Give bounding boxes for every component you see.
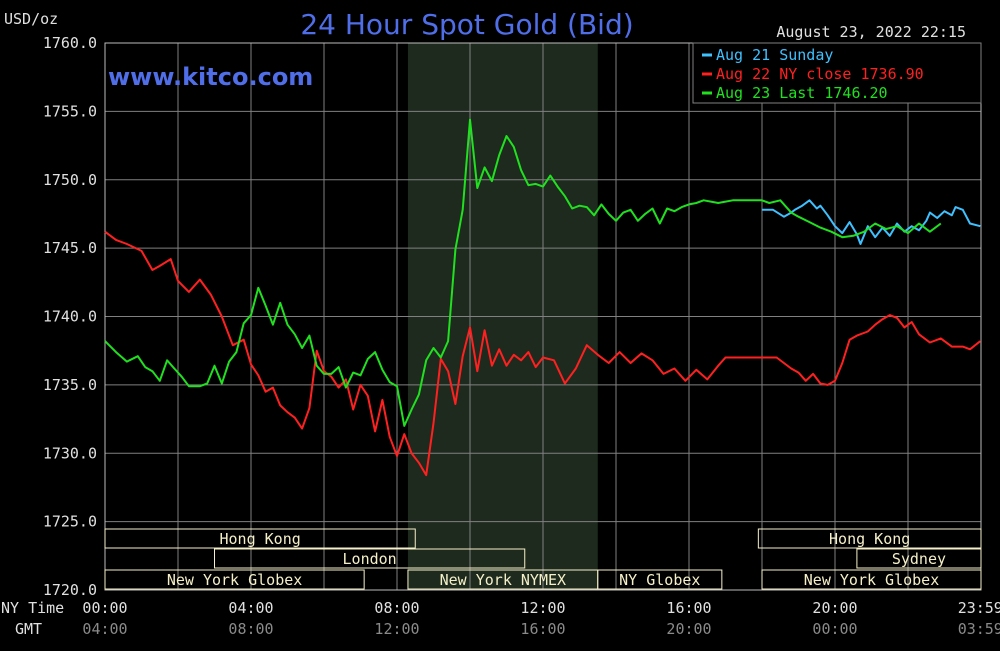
session-label: NY Globex xyxy=(619,571,700,589)
session-bar: New York Globex xyxy=(761,569,982,590)
chart-title: 24 Hour Spot Gold (Bid) xyxy=(300,8,633,41)
session-bar: Sydney xyxy=(856,548,982,569)
x-tick-ny: 23:59 xyxy=(958,599,1000,617)
session-box xyxy=(214,548,526,569)
y-tick-label: 1720.0 xyxy=(43,581,97,599)
y-tick-label: 1760.0 xyxy=(43,34,97,52)
session-box xyxy=(104,528,416,549)
x-tick-ny: 16:00 xyxy=(666,599,711,617)
legend-entry: Aug 23 Last 1746.20 xyxy=(716,84,888,102)
x-tick-gmt: 12:00 xyxy=(374,620,419,638)
session-bar: Hong Kong xyxy=(104,528,416,549)
legend-entry: Aug 21 Sunday xyxy=(716,46,833,64)
x-tick-gmt: 16:00 xyxy=(520,620,565,638)
y-tick-label: 1750.0 xyxy=(43,171,97,189)
plot-border xyxy=(104,42,982,591)
x-tick-gmt: 20:00 xyxy=(666,620,711,638)
y-tick-label: 1755.0 xyxy=(43,102,97,120)
x-tick-ny: 00:00 xyxy=(82,599,127,617)
session-bar: London xyxy=(214,548,526,569)
y-tick-label: 1745.0 xyxy=(43,239,97,257)
x-tick-ny: 12:00 xyxy=(520,599,565,617)
session-label: New York Globex xyxy=(804,571,939,589)
x-tick-gmt: 04:00 xyxy=(82,620,127,638)
series-line-0 xyxy=(762,199,981,245)
session-bar: Hong Kong xyxy=(757,528,982,549)
session-label: Hong Kong xyxy=(219,530,300,548)
session-box xyxy=(104,569,365,590)
y-axis-unit: USD/oz xyxy=(4,10,58,28)
y-tick-label: 1730.0 xyxy=(43,444,97,462)
legend-entry: Aug 22 NY close 1736.90 xyxy=(716,65,924,83)
session-label: New York Globex xyxy=(167,571,302,589)
legend-box xyxy=(692,42,982,104)
ny-time-label: NY Time xyxy=(1,599,64,617)
session-bar: NY Globex xyxy=(597,569,723,590)
session-box xyxy=(856,548,982,569)
x-tick-ny: 04:00 xyxy=(228,599,273,617)
chart-timestamp: August 23, 2022 22:15 xyxy=(776,23,966,41)
y-axis-ticks: 1760.0 1755.0 1750.0 1745.0 1740.0 1735.0 1730… xyxy=(43,34,97,599)
session-label: New York NYMEX xyxy=(440,571,566,589)
session-box xyxy=(761,569,982,590)
y-tick-label: 1740.0 xyxy=(43,308,97,326)
x-axis-ticks: 00:00 04:00 04:00 08:00 08:00 12:00 12:00 16:00… xyxy=(82,599,1000,638)
session-label: Sydney xyxy=(892,550,946,568)
session-box xyxy=(757,528,982,549)
market-sessions: Hong Kong Hong Kong London Sydney New York G… xyxy=(104,528,982,590)
session-label: Hong Kong xyxy=(829,530,910,548)
series-line-2 xyxy=(104,118,942,427)
x-tick-ny: 08:00 xyxy=(374,599,419,617)
session-label: London xyxy=(343,550,397,568)
x-tick-gmt: 03:59 xyxy=(958,620,1000,638)
gmt-label: GMT xyxy=(15,620,42,638)
x-tick-gmt: 00:00 xyxy=(812,620,857,638)
session-bar: New York Globex xyxy=(104,569,365,590)
y-tick-label: 1725.0 xyxy=(43,513,97,531)
x-tick-gmt: 08:00 xyxy=(228,620,273,638)
price-series xyxy=(104,118,981,477)
x-tick-ny: 20:00 xyxy=(812,599,857,617)
y-tick-label: 1735.0 xyxy=(43,376,97,394)
session-box xyxy=(597,569,723,590)
kitco-watermark: www.kitco.com xyxy=(108,63,313,91)
series-line-1 xyxy=(104,230,981,477)
